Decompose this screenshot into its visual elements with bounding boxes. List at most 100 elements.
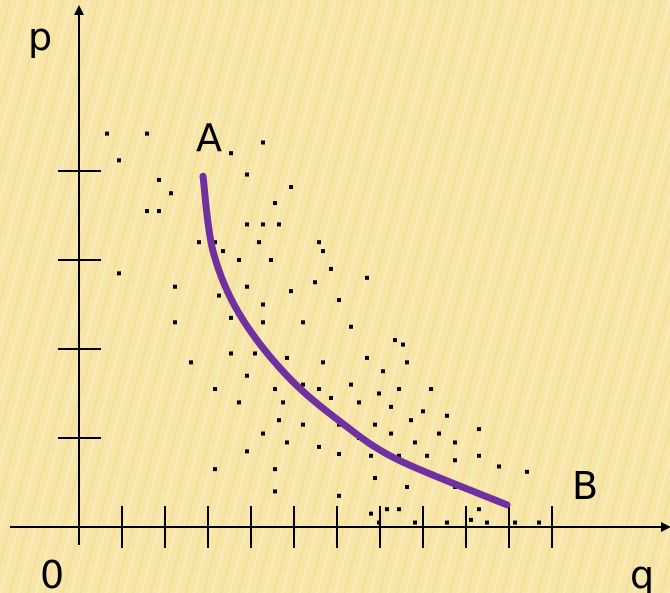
scatter-point	[389, 431, 393, 436]
scatter-point	[245, 449, 249, 454]
scatter-point	[317, 240, 321, 245]
scatter-point	[413, 440, 417, 445]
scatter-point	[245, 222, 249, 227]
scatter-point	[389, 404, 393, 409]
scatter-point	[377, 391, 381, 396]
scatter-point	[105, 131, 109, 136]
scatter-point	[409, 418, 413, 423]
scatter-point	[429, 387, 433, 392]
scatter-point	[277, 418, 281, 423]
scatter-point	[537, 520, 541, 525]
origin-label: 0	[40, 553, 64, 593]
scatter-point	[513, 520, 517, 525]
scatter-point	[337, 493, 341, 498]
axis-ticks	[58, 170, 553, 548]
scatter-point	[273, 489, 277, 494]
scatter-point	[273, 387, 277, 392]
scatter-point	[453, 458, 457, 463]
scatter-point	[525, 469, 529, 474]
scatter-point	[157, 177, 161, 182]
scatter-point	[237, 400, 241, 405]
scatter-point	[157, 209, 161, 214]
x-axis-label: q	[630, 553, 654, 593]
scatter-point	[301, 382, 305, 387]
scatter-point	[213, 240, 217, 245]
scatter-point	[445, 520, 449, 525]
scatter-point	[405, 360, 409, 365]
scatter-point	[273, 201, 277, 206]
scatter-point	[421, 409, 425, 414]
scatter-point	[213, 387, 217, 392]
scatter-point	[445, 413, 449, 418]
scatter-point	[261, 302, 265, 307]
scatter-point	[453, 440, 457, 445]
curve-end-label: B	[572, 464, 598, 508]
scatter-points	[105, 131, 541, 525]
scatter-point	[337, 298, 341, 303]
scatter-point	[365, 355, 369, 360]
scatter-point	[281, 400, 285, 405]
scatter-point	[329, 266, 333, 271]
scatter-point	[337, 452, 341, 457]
scatter-point	[413, 520, 417, 525]
scatter-point	[173, 284, 177, 289]
curve-start-label: A	[196, 116, 222, 160]
scatter-point	[117, 158, 121, 163]
scatter-point	[253, 351, 257, 356]
scatter-point	[289, 185, 293, 190]
scatter-point	[169, 191, 173, 196]
scatter-point	[285, 355, 289, 360]
scatter-point	[213, 467, 217, 472]
scatter-point	[369, 453, 373, 458]
scatter-point	[173, 320, 177, 325]
scatter-point	[369, 511, 373, 516]
scatter-point	[145, 131, 149, 136]
scatter-point	[357, 400, 361, 405]
scatter-point	[393, 338, 397, 343]
scatter-point	[397, 453, 401, 458]
scatter-point	[229, 315, 233, 320]
scatter-point	[469, 517, 473, 522]
scatter-point	[273, 467, 277, 472]
scatter-point	[285, 440, 289, 445]
scatter-point	[321, 249, 325, 254]
scatter-point	[197, 240, 201, 245]
scatter-point	[245, 284, 249, 289]
scatter-point	[405, 484, 409, 489]
scatter-point	[497, 464, 501, 469]
scatter-point	[269, 258, 273, 262]
scatter-point	[397, 507, 401, 512]
scatter-point	[377, 520, 381, 525]
scatter-point	[397, 387, 401, 392]
scatter-point	[277, 222, 281, 227]
scatter-point	[261, 431, 265, 436]
scatter-point	[245, 172, 249, 177]
scatter-point	[373, 476, 377, 481]
scatter-point	[317, 444, 321, 449]
scatter-point	[385, 507, 389, 512]
scatter-point	[477, 453, 481, 458]
scatter-point	[245, 373, 249, 378]
scatter-point	[189, 360, 193, 365]
scatter-point	[313, 280, 317, 285]
scatter-point	[289, 289, 293, 294]
scatter-point	[401, 342, 405, 347]
scatter-point	[301, 422, 305, 427]
scatter-point	[257, 240, 261, 245]
scatter-point	[261, 140, 265, 145]
scatter-point	[261, 320, 265, 325]
y-axis-label: p	[28, 15, 52, 59]
scatter-point	[349, 324, 353, 329]
scatter-point	[373, 422, 377, 427]
scatter-point	[365, 275, 369, 280]
scatter-point	[477, 427, 481, 432]
scatter-point	[381, 369, 385, 374]
scatter-point	[321, 360, 325, 365]
scatter-point	[217, 293, 221, 298]
scatter-point	[261, 222, 265, 227]
scatter-point	[221, 249, 225, 254]
scatter-point	[229, 151, 233, 156]
scatter-point	[477, 507, 481, 512]
scatter-point	[437, 431, 441, 436]
